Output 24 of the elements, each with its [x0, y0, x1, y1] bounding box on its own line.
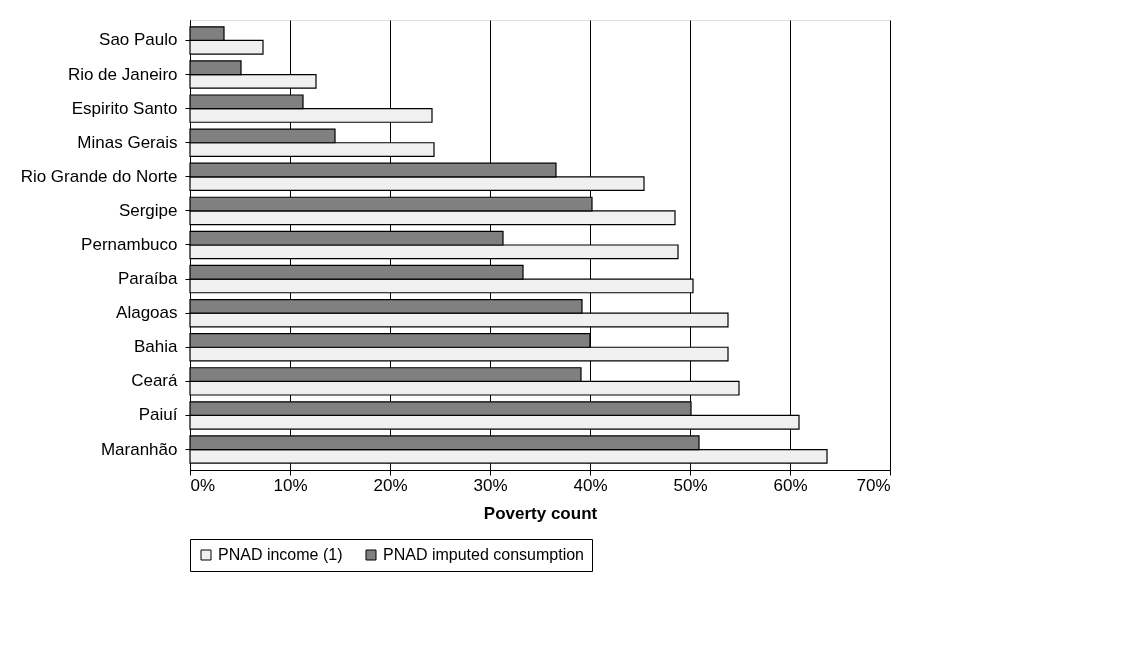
- x-tick-label: 20%: [373, 475, 408, 495]
- y-tick-label: Paraíba: [117, 269, 179, 289]
- x-tick-label: 0%: [190, 475, 216, 495]
- y-tick-label: Sergipe: [118, 200, 178, 220]
- y-tick-label: Paiuí: [138, 405, 178, 425]
- y-tick-label: Bahia: [134, 337, 179, 357]
- legend-label: PNAD income (1): [218, 546, 343, 563]
- y-tick-label: Sao Paulo: [99, 30, 178, 50]
- y-tick-label: Rio de Janeiro: [67, 64, 178, 84]
- x-tick-label: 30%: [473, 475, 508, 495]
- x-axis-title: Poverty count: [483, 503, 598, 523]
- x-tick-label: 10%: [273, 475, 308, 495]
- legend-label: PNAD imputed consumption: [383, 546, 584, 563]
- y-tick-label: Pernambuco: [81, 235, 178, 254]
- y-tick-label: Ceará: [131, 371, 179, 391]
- x-tick-label: 70%: [856, 475, 891, 495]
- y-tick-label: Rio Grande do Norte: [20, 166, 178, 186]
- x-tick-label: 60%: [773, 475, 808, 495]
- y-tick-label: Espirito Santo: [71, 98, 178, 118]
- y-tick-label: Alagoas: [116, 303, 178, 323]
- x-tick-label: 50%: [673, 475, 708, 495]
- y-tick-label: Maranhão: [100, 439, 178, 459]
- x-tick-label: 40%: [573, 475, 608, 495]
- y-tick-label: Minas Gerais: [77, 132, 178, 152]
